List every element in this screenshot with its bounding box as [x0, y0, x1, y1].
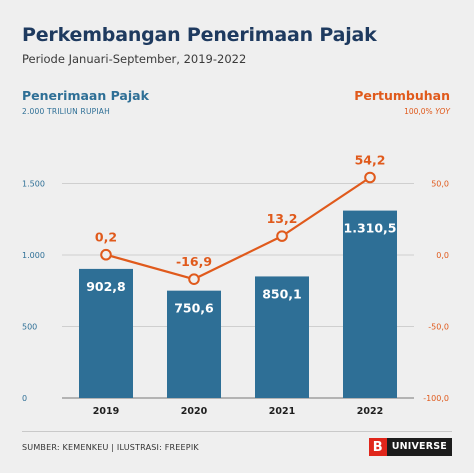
chart-title: Perkembangan Penerimaan Pajak — [22, 24, 377, 46]
right-axis-unit: 100,0% YOY — [404, 107, 450, 116]
bar-2019 — [79, 268, 133, 398]
source-text: SUMBER: KEMENKEU | ILUSTRASI: FREEPIK — [22, 443, 199, 452]
bar-value-label: 850,1 — [262, 286, 302, 301]
growth-line — [105, 176, 371, 281]
right-tick-label: 50,0 — [431, 180, 449, 189]
bar-series — [79, 210, 397, 398]
growth-point-2021 — [276, 230, 288, 242]
right-axis-unit-yoy: YOY — [435, 107, 450, 116]
logo-text: UNIVERSE — [386, 438, 452, 456]
brand-logo: B UNIVERSE — [368, 438, 452, 456]
line-labels: 0,2 -16,9 13,2 54,2 — [95, 152, 386, 269]
footer-divider — [22, 431, 452, 432]
right-axis-ticks: -100,0 -50,0 0,0 50,0 — [423, 180, 449, 404]
bar-value-label: 902,8 — [86, 279, 126, 294]
category-label: 2020 — [181, 406, 208, 417]
growth-point-2020 — [188, 273, 200, 285]
growth-value-label: 13,2 — [267, 211, 298, 226]
left-tick-label: 0 — [22, 394, 27, 403]
growth-value-label: -16,9 — [176, 254, 212, 269]
category-label: 2021 — [269, 406, 295, 417]
left-tick-label: 500 — [22, 323, 37, 332]
chart-subtitle: Periode Januari-September, 2019-2022 — [22, 52, 247, 66]
category-labels: 2019 2020 2021 2022 — [93, 406, 383, 417]
bar-labels: 902,8 750,6 850,1 1.310,5 — [86, 221, 396, 316]
left-axis-unit: 2.000 TRILIUN RUPIAH — [22, 107, 110, 116]
growth-point-2022 — [364, 171, 376, 184]
growth-point-2019 — [100, 248, 112, 261]
growth-value-label: 0,2 — [95, 230, 117, 245]
bar-2020 — [167, 290, 221, 398]
left-axis-label: Penerimaan Pajak — [22, 88, 149, 103]
right-tick-label: 0,0 — [436, 251, 449, 260]
category-label: 2022 — [357, 406, 383, 417]
right-axis-unit-value: 100,0% — [404, 107, 433, 116]
right-tick-label: -50,0 — [428, 323, 449, 332]
left-axis-ticks: 0 500 1.000 1.500 — [22, 180, 45, 404]
bar-value-label: 750,6 — [174, 301, 214, 316]
right-axis-label: Pertumbuhan — [354, 88, 450, 103]
right-tick-label: -100,0 — [423, 394, 449, 403]
growth-value-label: 54,2 — [355, 152, 386, 167]
line-series — [100, 171, 376, 285]
bar-2021 — [255, 276, 309, 398]
category-label: 2019 — [93, 406, 119, 417]
left-tick-label: 1.000 — [22, 251, 45, 260]
logo-letter: B — [368, 438, 387, 456]
bar-value-label: 1.310,5 — [344, 221, 397, 236]
bar-2022 — [343, 210, 397, 398]
left-tick-label: 1.500 — [22, 180, 45, 189]
